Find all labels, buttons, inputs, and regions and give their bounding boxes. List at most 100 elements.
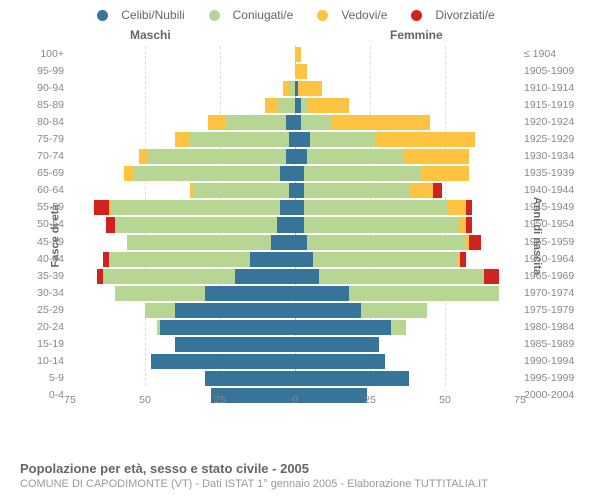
bar-segment [376,132,475,147]
x-tick: 75 [64,394,76,406]
bar-half-male [70,388,295,403]
bar-segment [103,252,109,267]
bar-segment [466,217,472,232]
bar-half-female [295,269,520,284]
birth-label: 1965-1969 [524,270,580,282]
bar-segment [148,149,286,164]
x-tick: 25 [364,394,376,406]
x-tick: 75 [514,394,526,406]
age-row: 25-291975-1979 [70,302,520,319]
bar-half-female [295,320,520,335]
bar-segment [109,200,112,215]
bar-half-male [70,217,295,232]
bar-half-female [295,64,520,79]
bar-wrap [70,269,520,284]
bar-segment [226,115,286,130]
bar-half-male [70,200,295,215]
age-row: 20-241980-1984 [70,319,520,336]
bar-half-male [70,115,295,130]
bar-segment [307,98,349,113]
birth-label: 1935-1939 [524,167,580,179]
age-row: 65-691935-1939 [70,165,520,182]
age-row: 80-841920-1924 [70,114,520,131]
birth-label: 1925-1929 [524,133,580,145]
legend-label: Coniugati/e [233,8,294,22]
bar-segment [295,269,319,284]
bar-segment [109,252,250,267]
bar-half-female [295,252,520,267]
age-label: 70-74 [20,150,64,162]
bar-half-male [70,354,295,369]
chart-subtitle: COMUNE DI CAPODIMONTE (VT) - Dati ISTAT … [20,478,580,490]
bar-segment [295,166,304,181]
age-row: 45-491955-1959 [70,234,520,251]
bar-segment [124,166,133,181]
bar-segment [283,81,289,96]
birth-label: 1960-1964 [524,253,580,265]
bar-half-female [295,371,520,386]
bar-segment [448,200,466,215]
bar-segment [361,303,427,318]
age-label: 45-49 [20,236,64,248]
bar-segment [286,115,295,130]
population-pyramid-chart: Celibi/NubiliConiugati/eVedovi/eDivorzia… [0,0,600,500]
bar-segment [295,217,304,232]
bar-wrap [70,166,520,181]
bar-segment [205,286,295,301]
age-label: 95-99 [20,65,64,77]
bar-segment [112,200,280,215]
bar-half-female [295,183,520,198]
bar-segment [193,183,289,198]
bar-segment [349,286,499,301]
bar-half-female [295,303,520,318]
bar-wrap [70,252,520,267]
bar-segment [307,235,466,250]
birth-label: 1940-1944 [524,184,580,196]
bar-half-male [70,235,295,250]
bar-half-male [70,303,295,318]
birth-label: 1910-1914 [524,82,580,94]
bar-segment [301,115,331,130]
legend-swatch [411,10,422,21]
bar-segment [280,166,295,181]
birth-label: ≤ 1904 [524,48,580,60]
age-row: 40-441960-1964 [70,251,520,268]
bar-segment [304,166,421,181]
age-label: 10-14 [20,355,64,367]
bar-half-female [295,81,520,96]
bar-segment [310,132,376,147]
bar-segment [190,132,289,147]
bar-wrap [70,149,520,164]
bar-segment [97,269,103,284]
bar-half-male [70,337,295,352]
age-label: 55-59 [20,201,64,213]
bar-segment [115,286,205,301]
bar-half-female [295,354,520,369]
bar-segment [295,371,409,386]
bar-half-male [70,320,295,335]
bar-segment [295,47,301,62]
age-row: 35-391965-1969 [70,268,520,285]
bar-segment [295,64,307,79]
x-tick: 25 [214,394,226,406]
bar-segment [133,166,280,181]
legend-label: Divorziati/e [435,8,494,22]
age-row: 5-91995-1999 [70,370,520,387]
birth-label: 1970-1974 [524,287,580,299]
age-row: 100+≤ 1904 [70,46,520,63]
bar-half-female [295,115,520,130]
bar-wrap [70,337,520,352]
bar-segment [205,371,295,386]
legend-swatch [97,10,108,21]
bar-half-female [295,132,520,147]
birth-label: 1980-1984 [524,321,580,333]
bar-segment [175,337,295,352]
birth-label: 1985-1989 [524,338,580,350]
bar-segment [433,183,442,198]
bar-segment [295,354,385,369]
age-label: 30-34 [20,287,64,299]
bar-segment [295,388,367,403]
bar-segment [469,235,481,250]
x-tick: 50 [139,394,151,406]
bar-segment [295,200,304,215]
